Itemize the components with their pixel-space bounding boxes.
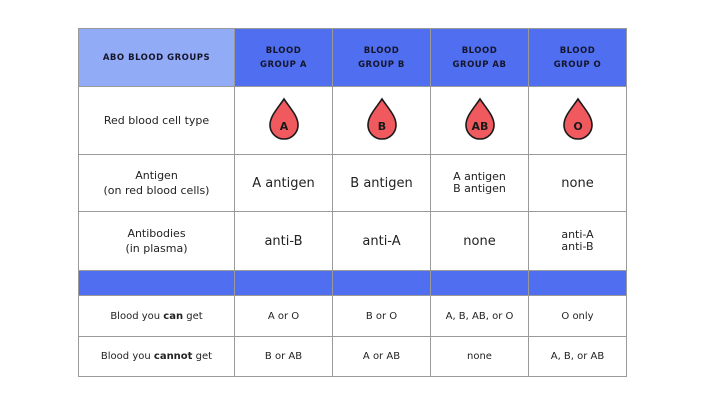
band-cell: [234, 270, 333, 296]
cell: anti-A: [332, 211, 431, 271]
can-get-row: Blood you can get A or O B or O A, B, AB…: [78, 295, 627, 337]
band-cell: [528, 270, 627, 296]
cell: A, B, AB, or O: [430, 295, 529, 337]
rbc-row: Red blood cell type A B AB O: [78, 86, 627, 155]
antibodies-row: Antibodies (in plasma) anti-B anti-A none…: [78, 211, 627, 271]
header-text: BLOOD GROUP O: [553, 45, 602, 70]
row-label: Antigen (on red blood cells): [78, 154, 235, 212]
drop-label: B: [377, 120, 385, 133]
label-emphasis: can: [163, 310, 184, 322]
label-part: get: [183, 310, 203, 322]
cell: O only: [528, 295, 627, 337]
antigen-row: Antigen (on red blood cells) A antigen B …: [78, 154, 627, 212]
header-text: BLOOD GROUP AB: [452, 45, 507, 70]
header-group-a: BLOOD GROUP A: [234, 28, 333, 87]
cell: anti-B: [234, 211, 333, 271]
drop-cell: A: [234, 86, 333, 155]
drop-cell: AB: [430, 86, 529, 155]
header-abo: ABO BLOOD GROUPS: [78, 28, 235, 87]
drop-shape: [268, 97, 299, 140]
cell: A or O: [234, 295, 333, 337]
blood-drop-icon: O: [558, 96, 598, 146]
row-label: Blood you can get: [78, 295, 235, 337]
drop-shape: [366, 97, 397, 140]
cell: none: [430, 211, 529, 271]
label-line: Antigen: [135, 169, 178, 182]
label-emphasis: cannot: [153, 351, 193, 362]
header-text: BLOOD GROUP B: [358, 45, 405, 70]
cell-line: anti-A: [561, 228, 594, 241]
cell: B antigen: [332, 154, 431, 212]
cell-line: A antigen: [453, 170, 506, 183]
header-row: ABO BLOOD GROUPS BLOOD GROUP A BLOOD GRO…: [78, 28, 627, 87]
cell: none: [430, 336, 529, 377]
row-label: Red blood cell type: [78, 86, 235, 155]
label-part: get: [192, 351, 213, 362]
cell: B or AB: [234, 336, 333, 377]
blood-drop-icon: AB: [460, 96, 500, 146]
cell: A antigen: [234, 154, 333, 212]
cell: none: [528, 154, 627, 212]
drop-shape: [464, 97, 495, 140]
band-cell: [430, 270, 529, 296]
drop-label: AB: [471, 120, 488, 133]
cannot-get-row: Blood you cannot get B or AB A or AB non…: [78, 336, 627, 377]
drop-label: A: [279, 120, 288, 133]
blood-drop-icon: A: [264, 96, 304, 146]
cell: anti-A anti-B: [528, 211, 627, 271]
drop-label: O: [573, 120, 582, 133]
cell: A or AB: [332, 336, 431, 377]
label-line: (on red blood cells): [103, 184, 210, 197]
cell: A, B, or AB: [528, 336, 627, 377]
label-part: Blood you: [110, 310, 164, 322]
label-line: (in plasma): [125, 242, 188, 255]
drop-shape: [562, 97, 593, 140]
abo-blood-groups-table: ABO BLOOD GROUPS BLOOD GROUP A BLOOD GRO…: [78, 28, 627, 377]
band-cell: [78, 270, 235, 296]
drop-cell: B: [332, 86, 431, 155]
band-cell: [332, 270, 431, 296]
cell-line: anti-B: [561, 240, 594, 253]
label-part: Blood you: [100, 351, 154, 362]
drop-cell: O: [528, 86, 627, 155]
cell-line: B antigen: [453, 182, 506, 195]
blood-drop-icon: B: [362, 96, 402, 146]
header-text: BLOOD GROUP A: [260, 45, 307, 70]
label-line: Antibodies: [127, 227, 186, 240]
row-label: Blood you cannot get: [78, 336, 235, 377]
header-group-o: BLOOD GROUP O: [528, 28, 627, 87]
divider-band: [78, 270, 627, 296]
cell: A antigen B antigen: [430, 154, 529, 212]
header-group-b: BLOOD GROUP B: [332, 28, 431, 87]
row-label: Antibodies (in plasma): [78, 211, 235, 271]
header-group-ab: BLOOD GROUP AB: [430, 28, 529, 87]
cell: B or O: [332, 295, 431, 337]
